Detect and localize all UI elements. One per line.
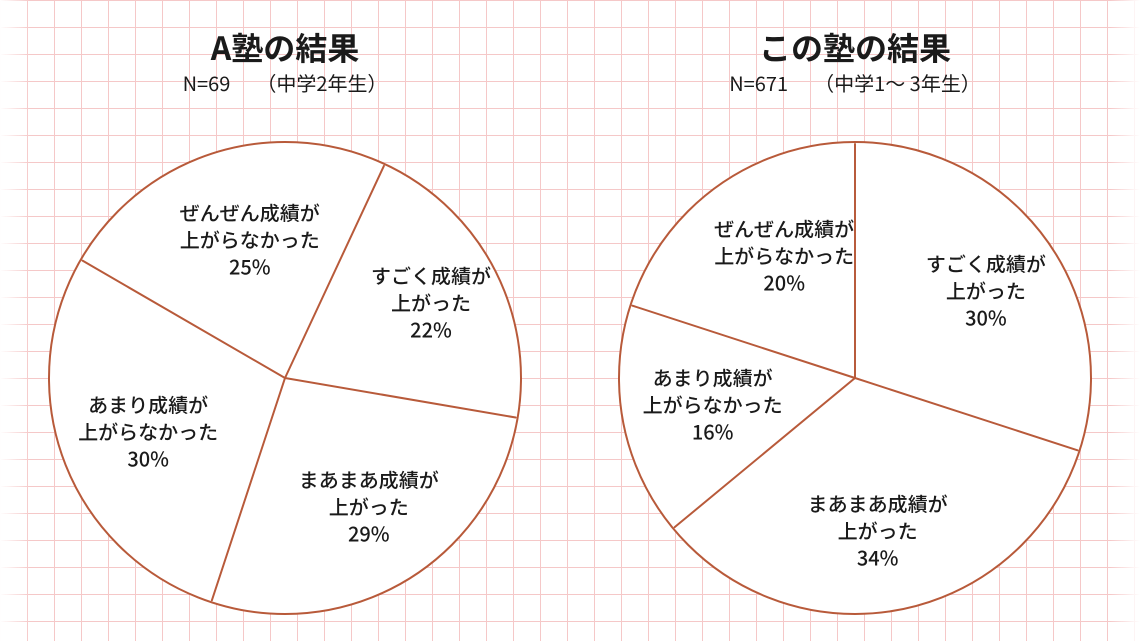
chart-subtitle: N=69 （中学2年生） [0,68,570,97]
subtitle-n: N=671 [729,68,788,97]
slice-divider [855,378,1078,450]
slice-divider [212,378,285,600]
pie-chart: すごく成績が上がった22%まあまあ成績が上がった29%あまり成績が上がらなかった… [48,141,522,615]
slice-divider [632,306,855,378]
slice-divider [83,261,285,378]
slice-divider [675,378,855,527]
subtitle-group: （中学2年生） [256,68,387,97]
slice-divider [285,378,516,417]
subtitle-group: （中学1〜 3年生） [814,68,981,97]
slice-divider [285,166,384,378]
pie-chart: すごく成績が上がった30%まあまあ成績が上がった34%あまり成績が上がらなかった… [618,141,1092,615]
chart-subtitle: N=671 （中学1〜 3年生） [570,68,1140,97]
subtitle-n: N=69 [183,68,231,97]
panel-a-juku: A塾の結果 N=69 （中学2年生） すごく成績が上がった22%まあまあ成績が上が… [0,0,570,641]
chart-title: A塾の結果 [0,24,570,70]
chart-title: この塾の結果 [570,24,1140,70]
panel-kono-juku: この塾の結果 N=671 （中学1〜 3年生） すごく成績が上がった30%まあまあ… [570,0,1140,641]
